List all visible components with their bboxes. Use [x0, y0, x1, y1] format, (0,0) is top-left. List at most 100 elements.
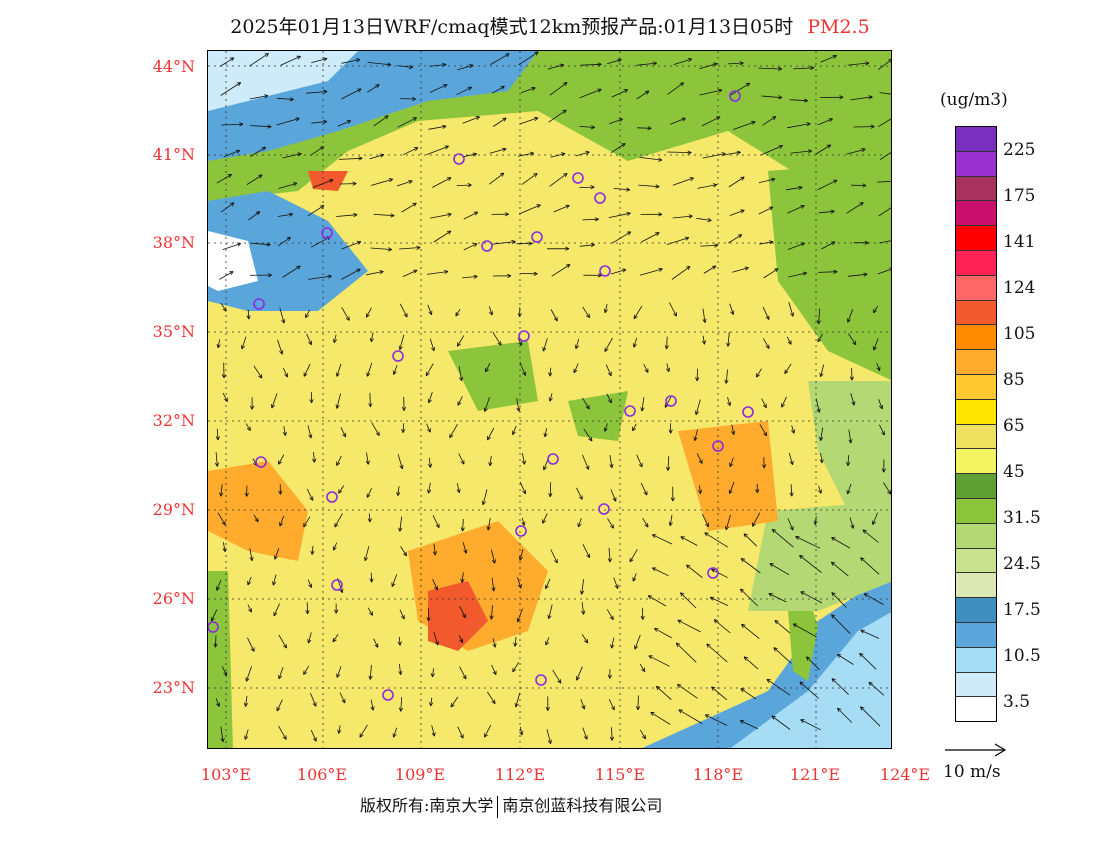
wind-arrow: [818, 118, 833, 126]
wind-arrow: [610, 637, 615, 649]
wind-arrow: [877, 58, 891, 71]
wind-arrow: [481, 489, 488, 506]
wind-arrow: [700, 243, 719, 248]
wind-arrow: [332, 334, 338, 343]
wind-arrow: [222, 392, 228, 402]
wind-arrow: [427, 269, 449, 275]
wind-arrow: [549, 82, 568, 96]
wind-arrow: [693, 429, 698, 441]
legend-swatch: [956, 548, 996, 574]
wind-arrow: [391, 574, 398, 587]
wind-arrow: [425, 363, 434, 377]
wind-arrow: [820, 54, 837, 63]
wind-arrow: [831, 678, 849, 695]
wind-arrow: [243, 695, 249, 707]
wind-arrow: [250, 273, 272, 278]
wind-arrow: [697, 183, 718, 189]
wind-arrow: [370, 178, 393, 186]
city-station-marker: [392, 350, 404, 362]
wind-arrow: [668, 423, 673, 434]
wind-arrow: [370, 247, 392, 252]
legend-value-175: 175: [1003, 186, 1036, 206]
wind-arrow: [664, 336, 669, 350]
wind-arrow: [724, 369, 729, 384]
wind-arrow: [636, 126, 652, 131]
wind-arrow: [666, 456, 671, 471]
wind-arrow: [640, 397, 645, 412]
wind-arrow: [543, 428, 548, 438]
legend-swatch: [956, 498, 996, 524]
wind-arrow: [221, 666, 228, 676]
wind-arrow: [334, 513, 343, 528]
wind-arrow: [373, 213, 395, 218]
wind-arrow: [787, 205, 805, 214]
wind-arrow: [431, 725, 436, 737]
wind-arrow: [245, 423, 251, 431]
wind-arrow: [879, 150, 891, 160]
wind-arrow: [426, 608, 431, 622]
wind-arrow: [550, 152, 566, 158]
wind-arrow: [488, 306, 494, 316]
wind-arrow: [732, 120, 756, 130]
wind-arrow: [338, 156, 363, 161]
wind-arrow: [603, 304, 608, 314]
wind-arrow: [743, 533, 758, 547]
wind-arrow: [427, 457, 433, 468]
lon-label-103: 103°E: [200, 765, 252, 784]
wind-arrow: [667, 150, 692, 155]
wind-arrow: [432, 579, 438, 591]
wind-arrow: [582, 217, 599, 222]
wind-arrow: [549, 173, 568, 187]
wind-arrow: [740, 558, 761, 574]
wind-arrow: [432, 515, 440, 529]
footer-credits: 版权所有:南京大学 南京创蓝科技有限公司: [360, 792, 662, 818]
wind-arrow: [582, 397, 590, 410]
wind-arrow: [575, 150, 590, 157]
zhejiang-hotspot: [678, 421, 778, 531]
city-station-marker: [535, 674, 547, 686]
wind-arrow: [458, 634, 464, 644]
wind-arrow: [457, 396, 463, 406]
wind-arrow: [373, 638, 379, 648]
wind-arrow: [699, 62, 718, 70]
wind-arrow: [276, 117, 300, 126]
wind-arrow: [369, 332, 374, 343]
wind-arrow: [758, 66, 782, 71]
wind-arrow: [607, 547, 612, 563]
wind-arrow: [548, 367, 553, 377]
wind-arrow: [553, 204, 570, 213]
wind-arrow: [427, 391, 433, 404]
legend-value-124: 124: [1003, 278, 1036, 298]
wind-arrow: [877, 118, 891, 128]
wind-arrow: [848, 333, 857, 346]
wind-arrow: [762, 338, 770, 349]
legend-swatch: [956, 573, 996, 599]
legend-swatch: [956, 350, 996, 375]
wind-arrow: [704, 714, 728, 726]
wind-arrow: [853, 124, 875, 129]
wind-arrow: [521, 453, 526, 465]
wind-arrow: [366, 488, 372, 498]
wind-arrow: [795, 536, 821, 549]
wind-arrow: [879, 424, 885, 436]
wind-arrow: [848, 429, 853, 444]
wind-arrow: [211, 609, 218, 622]
wind-arrow: [752, 512, 761, 527]
wind-arrow: [517, 151, 535, 157]
chart-title: 2025年01月13日WRF/cmaq模式12km预报产品:01月13日05时 P…: [0, 12, 1100, 39]
wind-arrow: [312, 179, 334, 188]
wind-arrow: [336, 455, 342, 466]
wind-arrow: [223, 149, 241, 158]
wind-arrow: [574, 338, 580, 349]
wind-arrow: [488, 455, 493, 467]
wind-arrow: [545, 578, 551, 590]
wind-arrow: [636, 61, 657, 66]
wind-arrow: [701, 335, 707, 345]
wind-arrow: [604, 337, 613, 352]
wind-arrow: [878, 399, 883, 410]
wind-arrow: [632, 337, 638, 348]
wind-arrow: [877, 267, 891, 275]
wind-arrow: [241, 336, 247, 350]
wind-arrow: [583, 273, 602, 278]
wind-arrow: [551, 264, 571, 277]
